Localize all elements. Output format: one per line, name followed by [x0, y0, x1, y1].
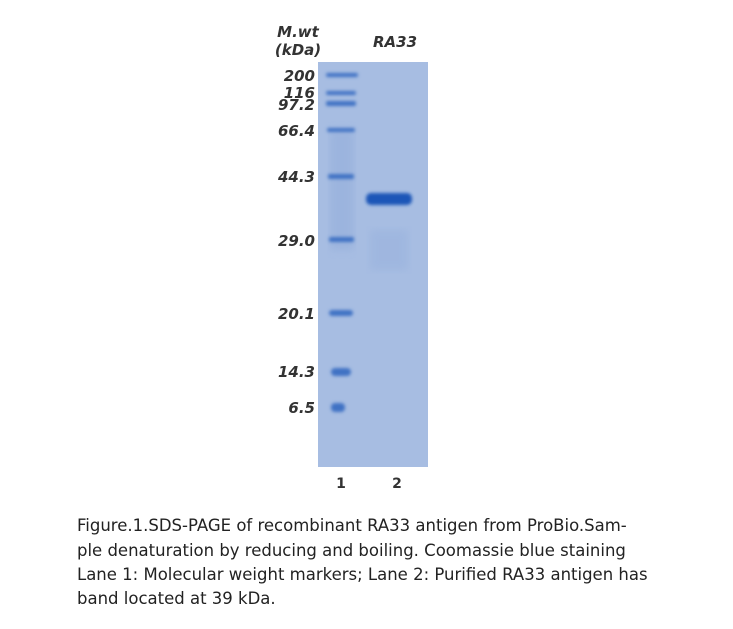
caption-line: ple denaturation by reducing and boiling…: [77, 541, 626, 560]
sample-smear: [370, 230, 408, 270]
marker-label: 6.5: [288, 399, 315, 417]
marker-label: 29.0: [278, 232, 315, 250]
caption-line: band located at 39 kDa.: [77, 589, 276, 608]
marker-label: 97.2: [278, 96, 315, 114]
lane-title: RA33: [373, 33, 417, 51]
mw-label: M.wt: [277, 23, 319, 41]
lane-number: 1: [336, 476, 346, 492]
marker-label: 20.1: [278, 305, 315, 323]
band: [326, 101, 356, 106]
lane-number: 2: [392, 476, 402, 492]
band: [327, 128, 355, 132]
marker-bands: [326, 73, 358, 412]
gel-smear: [330, 130, 354, 250]
caption-line: Figure.1.SDS-PAGE of recombinant RA33 an…: [77, 516, 627, 535]
band: [329, 310, 353, 316]
caption-line: Lane 1: Molecular weight markers; Lane 2…: [77, 565, 648, 584]
marker-label: 116: [284, 84, 315, 102]
band: [326, 73, 358, 77]
band: [331, 368, 351, 376]
mw-unit: (kDa): [275, 41, 321, 59]
marker-label: 14.3: [278, 363, 315, 381]
band: [331, 403, 345, 412]
band: [326, 91, 356, 95]
band: [328, 174, 354, 179]
marker-label: 66.4: [278, 122, 315, 140]
sample-band: [366, 193, 412, 205]
band: [329, 237, 354, 242]
marker-label: 44.3: [277, 168, 315, 186]
marker-label: 200: [284, 67, 315, 85]
